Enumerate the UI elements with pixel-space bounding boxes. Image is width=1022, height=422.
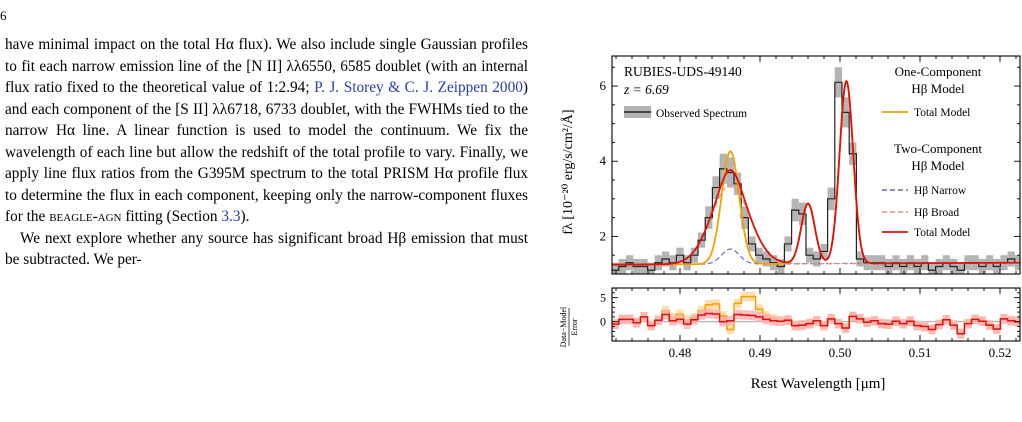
top-panel-plot [612, 67, 1020, 274]
code-name: beagle-agn [49, 208, 122, 225]
body-text-column: have minimal impact on the total Hα flux… [5, 34, 528, 271]
legend-one-component: One-Component Hβ Model Total Model [882, 64, 982, 119]
svg-text:Total Model: Total Model [914, 227, 970, 239]
svg-text:Data−Model: Data−Model [559, 306, 568, 347]
x-tick-label: 0.49 [749, 345, 772, 360]
y-tick-label: 2 [600, 228, 607, 243]
x-tick-label: 0.50 [829, 345, 852, 360]
x-axis-label: Rest Wavelength [μm] [751, 376, 886, 392]
citation-link[interactable]: P. J. Storey & C. J. Zeippen 2000 [314, 79, 523, 96]
svg-text:Hβ Narrow: Hβ Narrow [914, 185, 967, 197]
legend-observed: Observed Spectrum [624, 106, 747, 120]
top-panel-frame [611, 55, 1021, 275]
svg-text:Hβ Model: Hβ Model [911, 81, 965, 96]
y-axis-label-bottom: Data−Model Error [559, 306, 579, 347]
svg-text:Hβ Model: Hβ Model [911, 158, 965, 173]
paragraph-1: have minimal impact on the total Hα flux… [5, 36, 528, 225]
svg-text:Error: Error [570, 318, 579, 335]
residual-panel-frame [611, 287, 1021, 342]
spectrum-figure-svg: 0.48 0.49 0.50 0.51 0.52 2 4 6 0 5 RUBIES-UDS-491… [559, 55, 1021, 392]
error-band-bin [612, 262, 619, 274]
y-tick-label: 6 [600, 78, 607, 93]
svg-text:Total Model: Total Model [914, 107, 970, 119]
object-name: RUBIES-UDS-49140 [624, 64, 742, 79]
x-tick-label: 0.52 [989, 345, 1012, 360]
resid-y-tick-label: 5 [600, 291, 606, 305]
legend-two-component: Two-Component Hβ Model Hβ Narrow Hβ Broa… [882, 141, 982, 239]
figure-axes: 0.48 0.49 0.50 0.51 0.52 2 4 6 0 5 [600, 55, 1021, 360]
observed-spectrum-line [612, 81, 1020, 271]
x-tick-label: 0.48 [669, 345, 692, 360]
x-tick-label: 0.51 [909, 345, 932, 360]
spectrum-figure: 0.48 0.49 0.50 0.51 0.52 2 4 6 0 5 RUBIES-UDS-491… [552, 40, 1022, 400]
svg-text:One-Component: One-Component [895, 64, 982, 79]
section-link[interactable]: 3.3 [221, 208, 241, 225]
error-band-bin [957, 262, 965, 274]
page-number: 6 [0, 8, 7, 23]
paragraph-2: We next explore whether any source has s… [5, 229, 528, 269]
residual-panel-plot [612, 291, 1020, 339]
svg-text:Observed Spectrum: Observed Spectrum [656, 108, 747, 120]
residual-two-component-band [612, 308, 1020, 339]
y-tick-label: 4 [600, 153, 607, 168]
redshift-label: z = 6.69 [623, 82, 669, 97]
model-two-component-total [612, 80, 1020, 266]
svg-text:Two-Component: Two-Component [894, 141, 982, 156]
y-axis-label-top: fλ [10⁻²⁰ erg/s/cm²/Å] [560, 109, 576, 234]
svg-text:Hβ Broad: Hβ Broad [914, 207, 959, 219]
residual-two-component-line [612, 312, 1020, 335]
error-band-bin [928, 262, 936, 274]
resid-y-tick-label: 0 [600, 315, 606, 329]
error-band-bin [647, 262, 655, 274]
